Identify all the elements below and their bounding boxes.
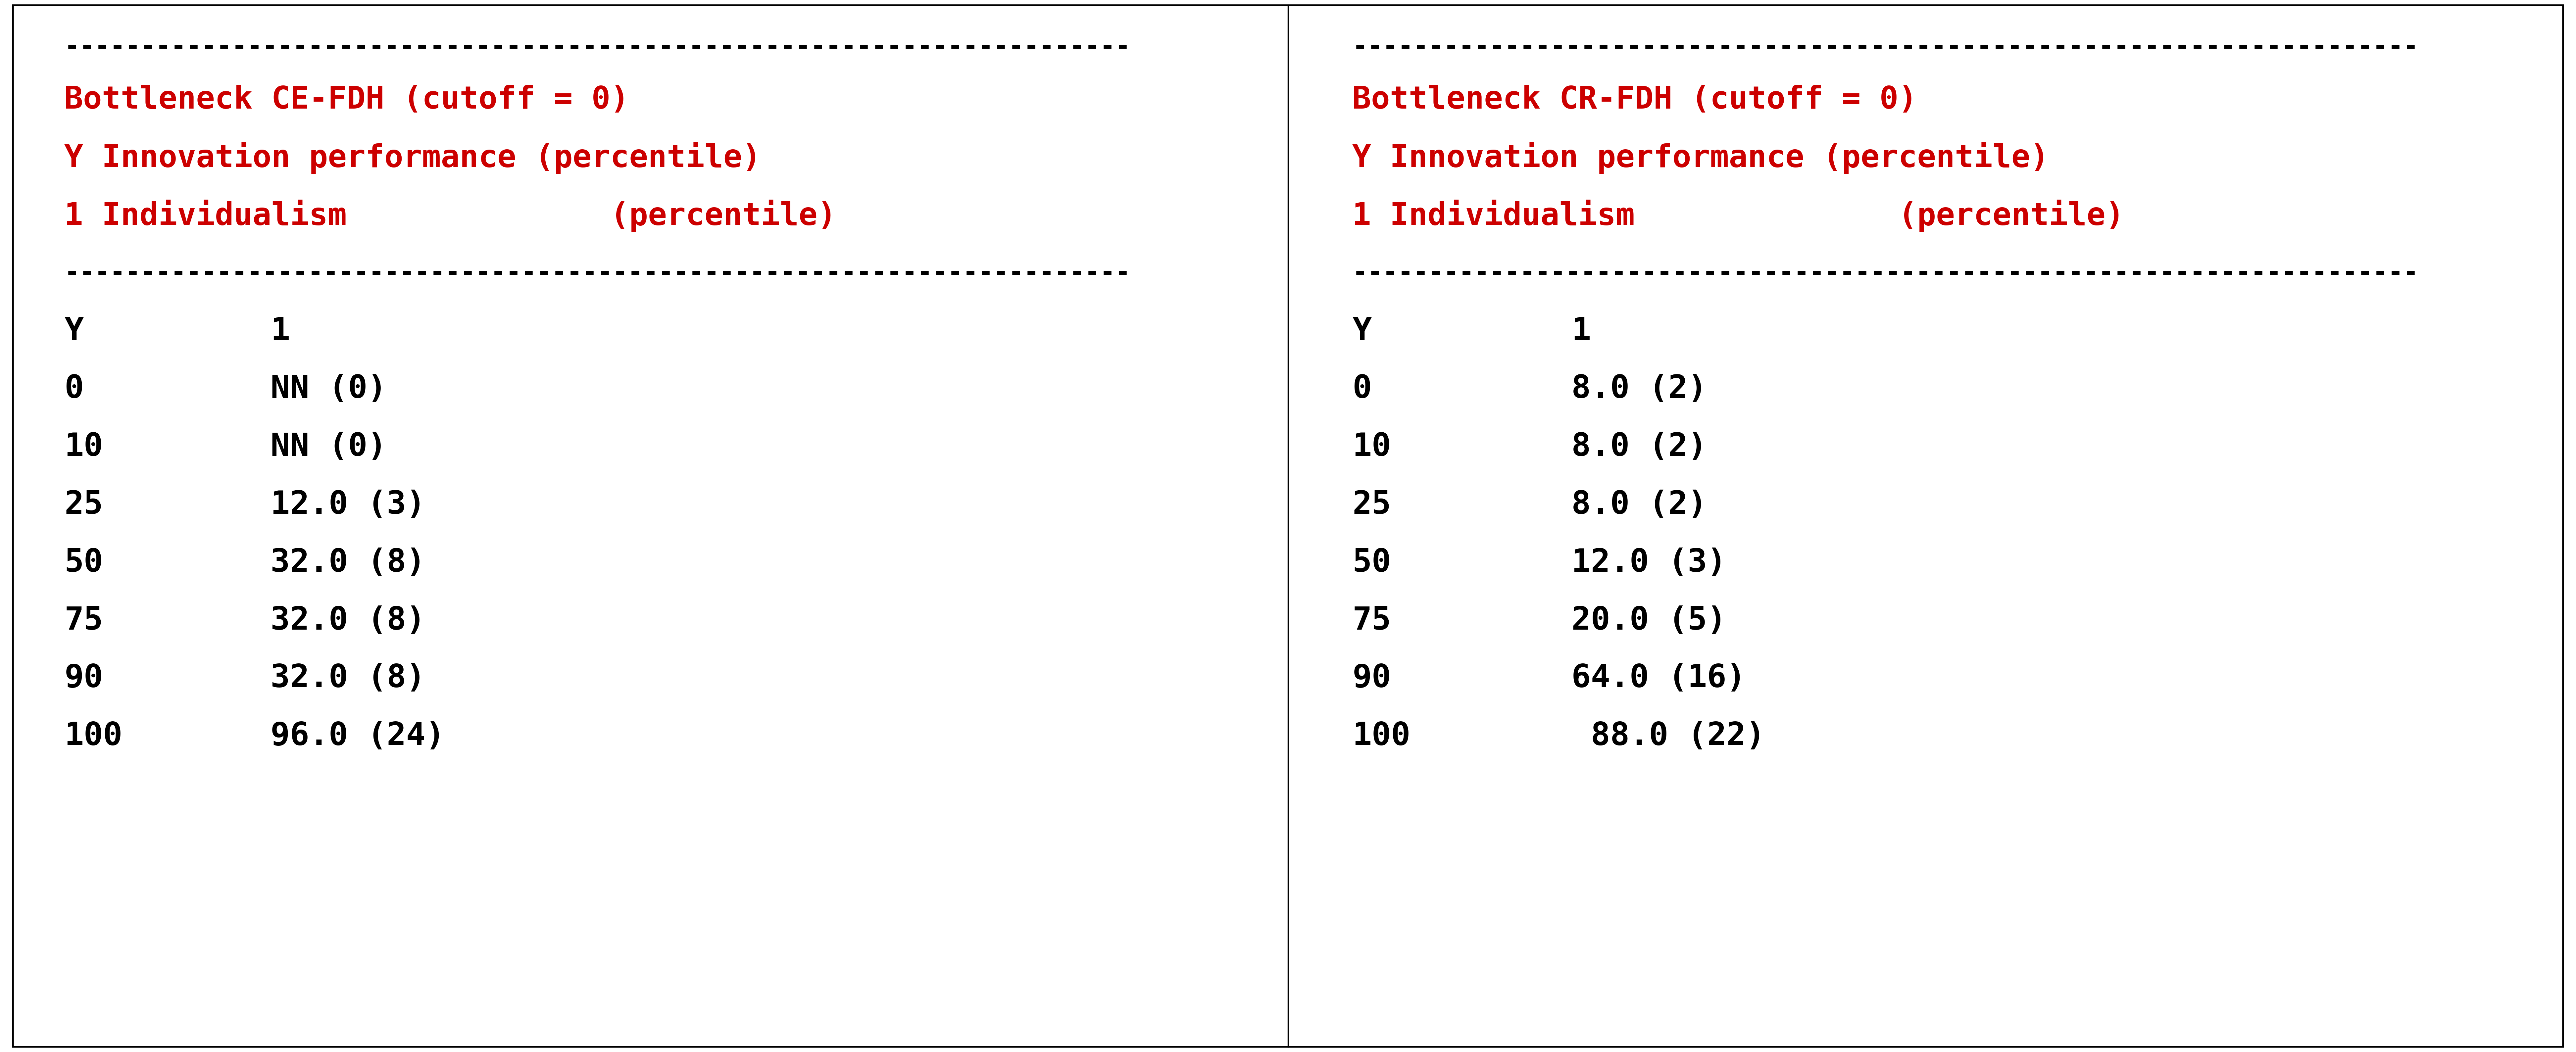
Text: 25: 25 xyxy=(1352,489,1391,521)
Text: 12.0 (3): 12.0 (3) xyxy=(1571,547,1726,579)
Text: 12.0 (3): 12.0 (3) xyxy=(270,489,425,521)
Text: 0: 0 xyxy=(1352,373,1373,405)
Text: 32.0 (8): 32.0 (8) xyxy=(270,605,425,636)
Text: 8.0 (2): 8.0 (2) xyxy=(1571,373,1708,405)
Text: Y Innovation performance (percentile): Y Innovation performance (percentile) xyxy=(64,142,760,174)
Text: 8.0 (2): 8.0 (2) xyxy=(1571,431,1708,463)
Text: 50: 50 xyxy=(64,547,103,579)
Text: 1 Individualism              (percentile): 1 Individualism (percentile) xyxy=(1352,200,2125,231)
Text: ----------------------------------------------------------------------: ----------------------------------------… xyxy=(64,35,1131,60)
Text: 1: 1 xyxy=(270,316,291,347)
Text: Bottleneck CR-FDH (cutoff = 0): Bottleneck CR-FDH (cutoff = 0) xyxy=(1352,85,1917,115)
Text: ----------------------------------------------------------------------: ----------------------------------------… xyxy=(1352,261,2419,286)
FancyBboxPatch shape xyxy=(13,5,2563,1047)
Text: 75: 75 xyxy=(1352,605,1391,636)
Text: 10: 10 xyxy=(1352,431,1391,463)
Text: 10: 10 xyxy=(64,431,103,463)
Text: 75: 75 xyxy=(64,605,103,636)
Text: 0: 0 xyxy=(64,373,85,405)
Text: 64.0 (16): 64.0 (16) xyxy=(1571,663,1747,694)
Text: 50: 50 xyxy=(1352,547,1391,579)
Text: Y Innovation performance (percentile): Y Innovation performance (percentile) xyxy=(1352,142,2048,174)
Text: 20.0 (5): 20.0 (5) xyxy=(1571,605,1726,636)
Text: ----------------------------------------------------------------------: ----------------------------------------… xyxy=(64,261,1131,286)
Text: 32.0 (8): 32.0 (8) xyxy=(270,663,425,694)
Text: NN (0): NN (0) xyxy=(270,431,386,463)
Text: 8.0 (2): 8.0 (2) xyxy=(1571,489,1708,521)
Text: 32.0 (8): 32.0 (8) xyxy=(270,547,425,579)
Text: 88.0 (22): 88.0 (22) xyxy=(1571,721,1765,752)
Text: 1: 1 xyxy=(1571,316,1592,347)
Text: NN (0): NN (0) xyxy=(270,373,386,405)
Text: 90: 90 xyxy=(1352,663,1391,694)
Text: 96.0 (24): 96.0 (24) xyxy=(270,721,446,752)
Text: 90: 90 xyxy=(64,663,103,694)
Text: ----------------------------------------------------------------------: ----------------------------------------… xyxy=(1352,35,2419,60)
Text: Bottleneck CE-FDH (cutoff = 0): Bottleneck CE-FDH (cutoff = 0) xyxy=(64,85,629,115)
Text: 25: 25 xyxy=(64,489,103,521)
Text: Y: Y xyxy=(64,316,85,347)
Text: 100: 100 xyxy=(64,721,124,752)
Text: 100: 100 xyxy=(1352,721,1412,752)
Text: 1 Individualism              (percentile): 1 Individualism (percentile) xyxy=(64,200,837,231)
Text: Y: Y xyxy=(1352,316,1373,347)
